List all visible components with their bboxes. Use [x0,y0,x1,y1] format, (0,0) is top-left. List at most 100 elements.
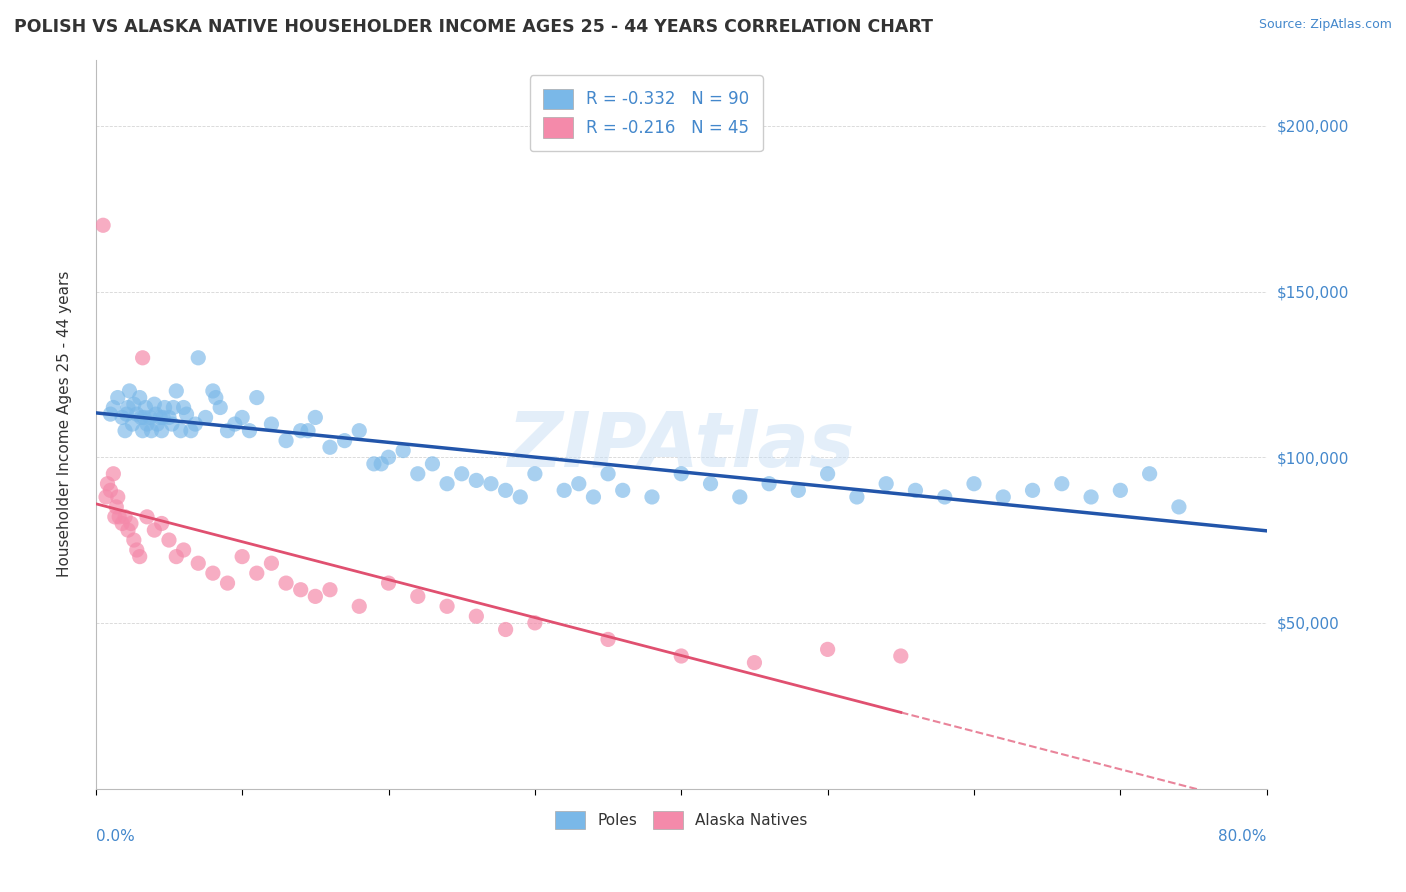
Point [349,599,371,614]
Point [132,410,155,425]
Point [125,407,148,421]
Point [319,582,342,597]
Point [152,410,174,425]
Point [209,401,232,415]
Point [114,424,136,438]
Point [436,599,458,614]
Point [108,509,131,524]
Point [157,533,180,547]
Point [523,467,546,481]
Point [465,609,488,624]
Point [136,417,159,431]
Point [875,476,897,491]
Point [114,509,136,524]
Point [246,566,269,581]
Point [934,490,956,504]
Point [117,401,139,415]
Point [450,467,472,481]
Point [890,648,912,663]
Text: Source: ZipAtlas.com: Source: ZipAtlas.com [1258,18,1392,31]
Point [904,483,927,498]
Point [139,410,162,425]
Point [176,407,198,421]
Point [231,410,253,425]
Point [553,483,575,498]
Point [596,632,619,647]
Point [319,440,342,454]
Point [129,410,152,425]
Point [845,490,868,504]
Point [699,476,721,491]
Point [304,590,326,604]
Text: ZIPAtlas: ZIPAtlas [508,409,855,483]
Point [143,397,166,411]
Point [744,656,766,670]
Point [111,410,134,425]
Point [290,582,312,597]
Point [118,384,141,398]
Point [135,401,157,415]
Point [274,576,297,591]
Point [993,490,1015,504]
Point [107,490,129,504]
Point [495,623,517,637]
Point [671,467,693,481]
Point [121,417,143,431]
Point [392,443,415,458]
Point [495,483,517,498]
Point [173,543,195,558]
Point [103,401,125,415]
Point [817,467,839,481]
Point [260,417,283,431]
Point [1139,467,1161,481]
Text: POLISH VS ALASKA NATIVE HOUSEHOLDER INCOME AGES 25 - 44 YEARS CORRELATION CHART: POLISH VS ALASKA NATIVE HOUSEHOLDER INCO… [14,18,934,36]
Point [146,417,169,431]
Point [96,476,118,491]
Point [187,556,209,570]
Point [465,474,488,488]
Point [370,457,392,471]
Point [201,384,224,398]
Point [238,424,260,438]
Point [671,648,693,663]
Point [150,424,173,438]
Point [582,490,605,504]
Point [758,476,780,491]
Point [100,407,122,421]
Point [406,590,429,604]
Point [963,476,986,491]
Point [422,457,444,471]
Point [131,351,153,365]
Point [141,424,163,438]
Point [94,490,117,504]
Point [131,424,153,438]
Point [105,500,128,514]
Point [1167,500,1189,514]
Point [180,424,202,438]
Point [509,490,531,504]
Point [170,424,193,438]
Point [349,424,371,438]
Point [145,407,167,421]
Point [363,457,385,471]
Point [297,424,319,438]
Y-axis label: Householder Income Ages 25 - 44 years: Householder Income Ages 25 - 44 years [58,271,72,577]
Point [231,549,253,564]
Point [165,384,187,398]
Point [1021,483,1043,498]
Text: 0.0%: 0.0% [96,829,135,844]
Point [436,476,458,491]
Point [377,450,399,465]
Text: 80.0%: 80.0% [1219,829,1267,844]
Point [187,351,209,365]
Point [1109,483,1132,498]
Point [103,467,125,481]
Point [406,467,429,481]
Point [728,490,751,504]
Point [787,483,810,498]
Point [162,401,184,415]
Point [817,642,839,657]
Point [204,391,226,405]
Point [274,434,297,448]
Point [568,476,591,491]
